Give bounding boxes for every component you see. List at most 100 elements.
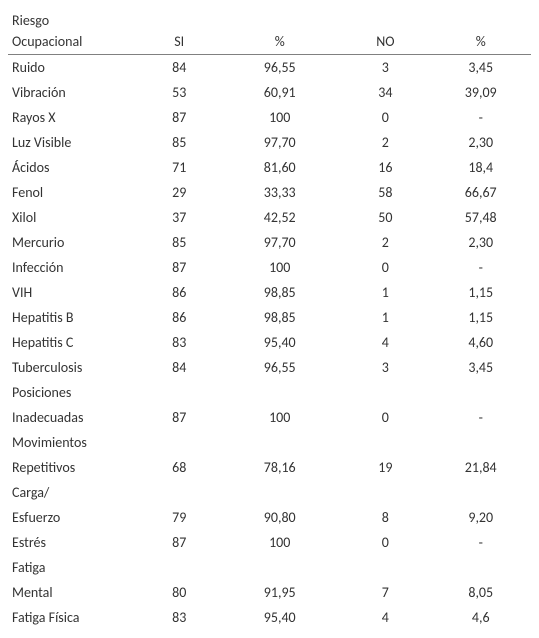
row-pct1 xyxy=(219,380,340,405)
row-label: Ácidos xyxy=(8,155,139,180)
row-pct1: 95,40 xyxy=(219,330,340,355)
row-pct2: 1,15 xyxy=(430,280,531,305)
occupational-risk-table: Riesgo Ocupacional SI % NO % Ruido8496,5… xyxy=(8,8,531,630)
row-no: 58 xyxy=(340,180,430,205)
row-label: Fenol xyxy=(8,180,139,205)
row-pct1: 100 xyxy=(219,105,340,130)
row-no: 0 xyxy=(340,255,430,280)
row-pct2 xyxy=(430,555,531,580)
table-row: Xilol3742,525057,48 xyxy=(8,205,531,230)
header-label-line1: Riesgo xyxy=(12,12,49,29)
row-label: Fatiga Física xyxy=(8,605,139,630)
row-no xyxy=(340,430,430,455)
table-row: Ruido8496,5533,45 xyxy=(8,55,531,81)
row-pct1: 100 xyxy=(219,255,340,280)
row-label: Carga/ xyxy=(8,480,139,505)
row-si xyxy=(139,480,219,505)
row-si: 37 xyxy=(139,205,219,230)
row-si: 68 xyxy=(139,455,219,480)
row-si xyxy=(139,555,219,580)
row-si: 87 xyxy=(139,405,219,430)
row-si: 87 xyxy=(139,255,219,280)
row-no xyxy=(340,480,430,505)
table-row: Vibración5360,913439,09 xyxy=(8,80,531,105)
row-pct2: 3,45 xyxy=(430,355,531,380)
table-body: Ruido8496,5533,45Vibración5360,913439,09… xyxy=(8,55,531,631)
row-pct1: 96,55 xyxy=(219,55,340,81)
row-pct2: - xyxy=(430,105,531,130)
row-pct2: 1,15 xyxy=(430,305,531,330)
row-pct2: 57,48 xyxy=(430,205,531,230)
table-row: Fatiga xyxy=(8,555,531,580)
row-si: 85 xyxy=(139,230,219,255)
table-row: Ácidos7181,601618,4 xyxy=(8,155,531,180)
row-pct2: - xyxy=(430,405,531,430)
row-label: Ruido xyxy=(8,55,139,81)
row-no: 3 xyxy=(340,355,430,380)
row-label: Tuberculosis xyxy=(8,355,139,380)
row-si: 84 xyxy=(139,55,219,81)
row-pct1: 81,60 xyxy=(219,155,340,180)
table-row: Fenol2933,335866,67 xyxy=(8,180,531,205)
table-row: Hepatitis B8698,8511,15 xyxy=(8,305,531,330)
row-si: 86 xyxy=(139,305,219,330)
table-row: Carga/ xyxy=(8,480,531,505)
table-row: Inadecuadas871000- xyxy=(8,405,531,430)
row-si: 53 xyxy=(139,80,219,105)
table-row: Tuberculosis8496,5533,45 xyxy=(8,355,531,380)
row-pct2: 18,4 xyxy=(430,155,531,180)
header-pct1: % xyxy=(219,8,340,55)
row-no: 0 xyxy=(340,105,430,130)
row-pct2 xyxy=(430,480,531,505)
row-no: 4 xyxy=(340,330,430,355)
row-label: Hepatitis C xyxy=(8,330,139,355)
row-no: 50 xyxy=(340,205,430,230)
row-pct2: 4,6 xyxy=(430,605,531,630)
row-pct2: 8,05 xyxy=(430,580,531,605)
row-pct2: 9,20 xyxy=(430,505,531,530)
row-pct1: 33,33 xyxy=(219,180,340,205)
row-pct1 xyxy=(219,480,340,505)
row-pct2: 4,60 xyxy=(430,330,531,355)
row-label: Fatiga xyxy=(8,555,139,580)
row-no: 2 xyxy=(340,230,430,255)
row-no: 4 xyxy=(340,605,430,630)
row-si: 71 xyxy=(139,155,219,180)
row-label: Posiciones xyxy=(8,380,139,405)
row-label: VIH xyxy=(8,280,139,305)
row-pct2 xyxy=(430,430,531,455)
row-no: 3 xyxy=(340,55,430,81)
row-label: Mercurio xyxy=(8,230,139,255)
row-label: Estrés xyxy=(8,530,139,555)
row-pct1 xyxy=(219,430,340,455)
row-pct1: 91,95 xyxy=(219,580,340,605)
row-no: 34 xyxy=(340,80,430,105)
row-pct2: 66,67 xyxy=(430,180,531,205)
row-pct1: 97,70 xyxy=(219,230,340,255)
row-label: Repetitivos xyxy=(8,455,139,480)
row-si: 87 xyxy=(139,530,219,555)
table-row: Mental8091,9578,05 xyxy=(8,580,531,605)
row-no: 2 xyxy=(340,130,430,155)
row-si xyxy=(139,430,219,455)
row-no: 0 xyxy=(340,530,430,555)
row-si: 79 xyxy=(139,505,219,530)
table-row: Luz Visible8597,7022,30 xyxy=(8,130,531,155)
header-pct2: % xyxy=(430,8,531,55)
row-no xyxy=(340,555,430,580)
row-pct1: 60,91 xyxy=(219,80,340,105)
table-row: Movimientos xyxy=(8,430,531,455)
table-row: Rayos X871000- xyxy=(8,105,531,130)
row-pct2: 39,09 xyxy=(430,80,531,105)
row-label: Esfuerzo xyxy=(8,505,139,530)
row-si: 80 xyxy=(139,580,219,605)
row-label: Rayos X xyxy=(8,105,139,130)
row-pct2: 21,84 xyxy=(430,455,531,480)
row-label: Luz Visible xyxy=(8,130,139,155)
table-row: Fatiga Física8395,4044,6 xyxy=(8,605,531,630)
header-label-line2: Ocupacional xyxy=(12,33,82,50)
row-no: 1 xyxy=(340,280,430,305)
row-label: Hepatitis B xyxy=(8,305,139,330)
row-pct1: 100 xyxy=(219,405,340,430)
row-si: 85 xyxy=(139,130,219,155)
